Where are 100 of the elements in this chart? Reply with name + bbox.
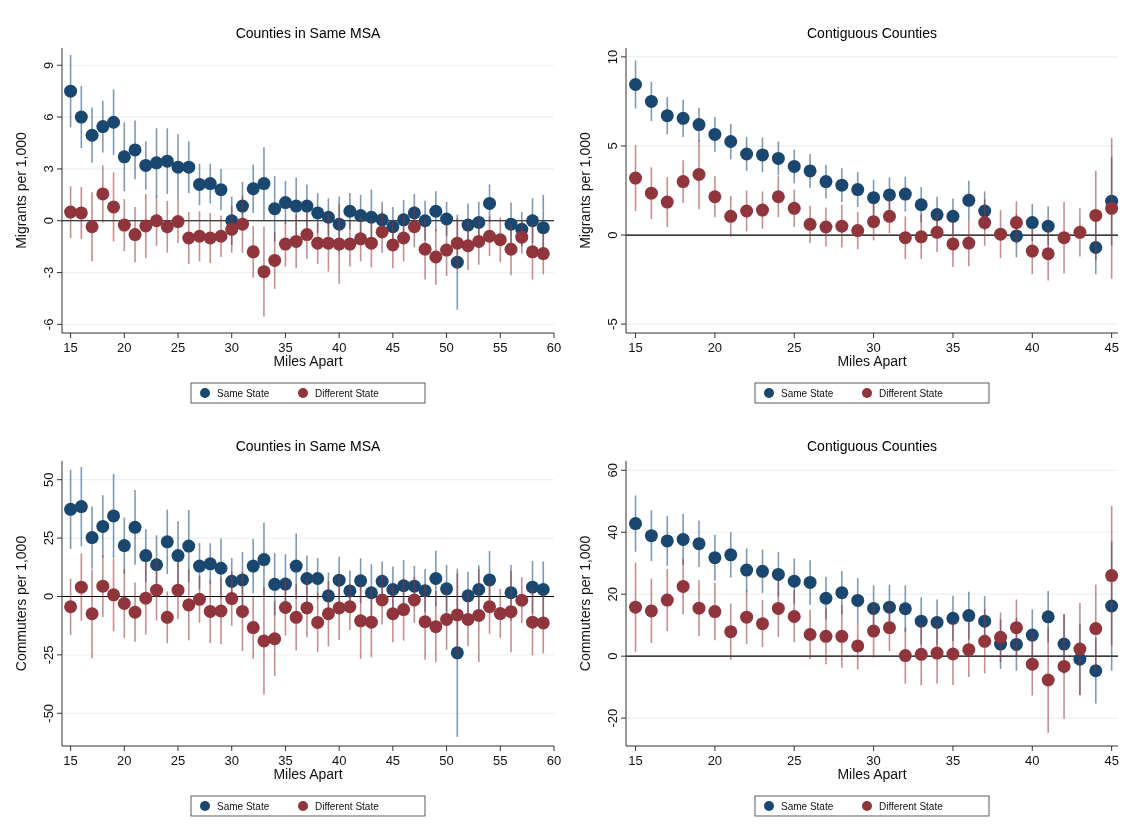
point [257,553,271,567]
point [150,583,164,597]
point [483,573,497,587]
point [676,175,690,189]
point [1057,659,1071,673]
y-tick-label: 5 [605,142,620,150]
point [882,209,896,223]
point [629,171,643,185]
point [708,127,722,141]
point [787,610,801,624]
point [708,605,722,619]
y-tick-label: 40 [605,525,620,540]
y-tick-label: 6 [41,113,56,121]
point [898,187,912,201]
point [771,190,785,204]
point [386,582,400,596]
point [450,608,464,622]
point [1057,637,1071,651]
point [289,234,303,248]
point [440,243,454,257]
x-axis-title: Miles Apart [273,353,343,369]
y-tick-label: 10 [605,49,620,65]
point [504,605,518,619]
point [962,609,976,623]
point [914,647,928,661]
point [397,579,411,593]
legend-label: Same State [217,387,270,399]
y-axis-title: Commuters per 1,000 [577,535,593,672]
point [1041,219,1055,233]
point [332,217,346,231]
y-tick-label: -6 [41,318,56,331]
point [193,592,206,606]
point [257,177,271,191]
point [289,610,303,624]
point [429,250,443,264]
point [1105,569,1119,583]
point [629,78,643,92]
point [819,220,833,234]
point [771,601,785,615]
point [994,630,1008,644]
x-tick-label: 60 [546,340,562,355]
point [289,559,303,573]
point [117,218,131,232]
point [644,529,658,543]
point [74,110,88,124]
point [300,228,314,242]
point [278,237,292,251]
point [203,231,217,245]
point [225,592,239,606]
point [386,607,400,621]
point [440,612,454,626]
point [64,205,78,219]
point [914,198,928,212]
point [300,199,314,213]
point [150,214,164,228]
point [930,225,944,239]
point [160,535,174,549]
point [214,183,228,197]
point [867,601,881,615]
point [85,220,99,234]
x-tick-label: 30 [866,753,881,768]
point [96,187,110,201]
point [1009,216,1023,230]
point [386,220,400,234]
point [978,614,992,628]
point [235,573,249,587]
point [311,615,325,629]
x-tick-label: 15 [628,340,643,355]
point [321,210,335,224]
point [332,573,346,587]
point [193,229,206,243]
legend-label: Different State [879,800,944,812]
point [803,164,817,178]
y-tick-label: 0 [41,217,56,225]
y-tick-label: -5 [605,318,620,330]
y-axis-title: Migrants per 1,000 [577,131,593,249]
point [851,639,865,653]
point [676,579,690,593]
point [1041,610,1055,624]
x-axis-title: Miles Apart [837,353,907,369]
point [536,247,550,261]
point [107,588,121,602]
point [708,551,722,565]
x-tick-label: 25 [170,340,186,355]
point [692,118,706,132]
point [450,646,464,660]
point [835,178,849,192]
x-tick-label: 20 [707,340,723,355]
point [64,502,78,516]
x-tick-label: 20 [117,340,132,355]
point [835,629,849,643]
point [343,204,357,218]
x-axis-title: Miles Apart [837,766,907,782]
point [882,600,896,614]
point [660,195,674,209]
point [930,208,944,222]
point [819,591,833,605]
point [755,203,769,217]
point [660,534,674,548]
point [1041,673,1055,687]
